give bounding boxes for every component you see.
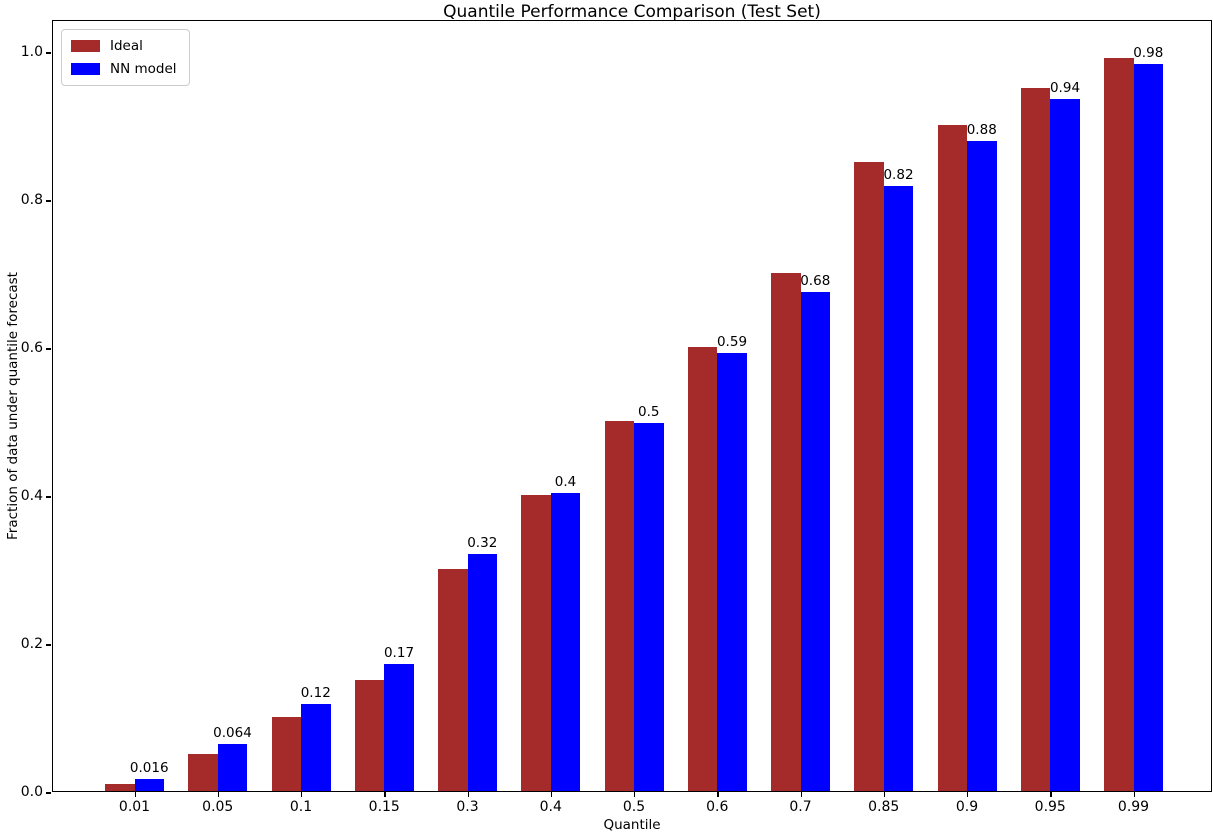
plot-area: Ideal NN model 0.016 0.064 0.12 0.17 0.32 0.4… (21, 20, 1212, 815)
bar-value-label: 0.12 (300, 685, 331, 702)
x-tick-mark (634, 792, 636, 797)
x-tick-label: 0.5 (622, 799, 646, 815)
x-tick-mark (301, 792, 303, 797)
legend-item-nn-model: NN model (71, 61, 177, 77)
bar-nn-model (1133, 63, 1163, 791)
bar-value-label: 0.59 (716, 333, 748, 350)
bar-nn-model (717, 352, 747, 791)
y-tick-label: 0.0 (20, 784, 43, 800)
x-tick-label: 0.3 (456, 799, 479, 815)
y-tick-mark (46, 644, 51, 646)
x-tick-label: 0.4 (539, 799, 562, 815)
bar-value-label: 0.98 (1133, 44, 1164, 61)
y-tick-label: 1.0 (20, 44, 43, 60)
bar-value-label: 0.88 (966, 122, 997, 139)
bar-ideal (1104, 58, 1134, 791)
bar-nn-model (883, 185, 914, 791)
bar-value-label: 0.82 (883, 166, 914, 183)
y-tick-mark (46, 792, 51, 794)
bar-ideal (521, 495, 551, 791)
bar-ideal (1020, 88, 1051, 791)
bar-ideal (188, 754, 218, 791)
bar-value-label: 0.064 (213, 724, 252, 741)
x-tick-label: 0.9 (955, 799, 979, 815)
x-tick-mark (800, 792, 802, 797)
bar-ideal (687, 347, 718, 791)
bar-value-label: 0.4 (554, 473, 577, 490)
bar-nn-model (301, 704, 331, 791)
x-axis-label: Quantile (603, 817, 661, 833)
x-tick-label: 0.85 (868, 799, 900, 815)
bar-nn-model (967, 141, 997, 791)
x-tick-mark (1133, 792, 1135, 797)
chart-title: Quantile Performance Comparison (Test Se… (443, 2, 821, 22)
bar-value-label: 0.016 (129, 760, 169, 777)
x-tick-label: 0.6 (706, 799, 729, 815)
x-tick-label: 0.01 (118, 799, 151, 815)
bar-ideal (604, 421, 634, 791)
bar-ideal (854, 162, 884, 791)
bar-ideal (438, 569, 468, 791)
bar-value-label: 0.94 (1049, 80, 1081, 97)
x-tick-label: 0.15 (368, 799, 400, 815)
bar-ideal (354, 680, 385, 791)
bar-nn-model (800, 291, 830, 791)
legend-swatch-nn-model-icon (71, 63, 100, 75)
x-tick-mark (384, 792, 386, 797)
y-tick-label: 0.6 (20, 340, 43, 356)
y-tick-mark (46, 496, 51, 498)
bar-ideal (937, 125, 967, 791)
bar-ideal (105, 783, 135, 791)
legend-label-nn-model: NN model (110, 61, 177, 77)
x-tick-label: 0.99 (1117, 799, 1150, 815)
bar-value-label: 0.5 (638, 404, 660, 421)
x-tick-mark (967, 792, 969, 797)
x-tick-label: 0.95 (1034, 799, 1066, 815)
legend-item-ideal: Ideal (71, 38, 177, 54)
y-tick-label: 0.2 (20, 636, 43, 652)
bar-ideal (271, 717, 301, 791)
legend: Ideal NN model (61, 29, 190, 86)
legend-label-ideal: Ideal (110, 38, 143, 54)
x-tick-mark (134, 792, 136, 797)
x-tick-mark (1050, 792, 1052, 797)
x-tick-mark (883, 792, 886, 797)
legend-swatch-ideal-icon (71, 40, 100, 52)
x-tick-label: 0.7 (789, 799, 812, 815)
bar-ideal (771, 273, 801, 791)
x-tick-mark (550, 792, 553, 797)
bar-nn-model (1050, 99, 1080, 791)
y-tick-label: 0.8 (20, 192, 43, 208)
x-tick-mark (717, 792, 719, 797)
bar-value-label: 0.32 (467, 535, 498, 552)
y-tick-mark (46, 52, 51, 54)
bar-nn-model (550, 492, 581, 791)
x-tick-mark (217, 792, 220, 797)
bar-nn-model (217, 743, 248, 791)
bar-value-label: 0.68 (800, 272, 831, 289)
bar-nn-model (134, 779, 164, 791)
bar-value-label: 0.17 (383, 645, 415, 662)
y-tick-label: 0.4 (20, 488, 43, 504)
x-tick-label: 0.1 (289, 799, 313, 815)
bar-nn-model (384, 664, 414, 791)
x-tick-label: 0.05 (202, 799, 234, 815)
x-tick-mark (467, 792, 469, 797)
y-tick-mark (46, 200, 51, 202)
y-tick-mark (46, 348, 51, 350)
bar-nn-model (634, 423, 664, 791)
bar-nn-model (467, 554, 497, 791)
